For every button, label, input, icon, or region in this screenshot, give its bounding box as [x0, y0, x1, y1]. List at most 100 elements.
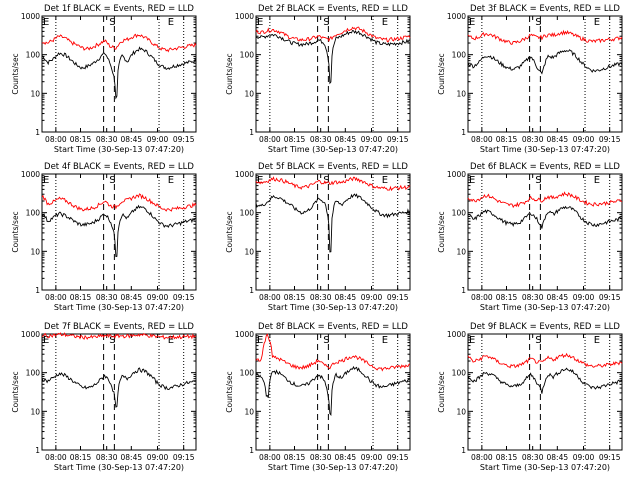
x-tick-label: 08:00 [259, 453, 281, 462]
event-marker-label: E [594, 335, 600, 346]
x-tick-label: 08:15 [70, 293, 92, 302]
x-tick-label: 08:45 [335, 135, 357, 144]
x-axis-label: Start Time (30-Sep-13 07:47:20) [480, 303, 610, 312]
y-tick-label: 1 [35, 446, 40, 455]
lld-series-line [467, 29, 623, 45]
x-tick-label: 09:00 [147, 293, 169, 302]
x-tick-label: 09:00 [573, 293, 595, 302]
y-tick-label: 1000 [447, 170, 466, 179]
y-tick-label: 1 [461, 286, 466, 295]
plot-title: Det 7f BLACK = Events, RED = LLD [44, 322, 194, 332]
x-axis-label: Start Time (30-Sep-13 07:47:20) [268, 463, 398, 472]
plot-frame [467, 173, 623, 291]
events-series-line [467, 49, 623, 75]
plot-panel-1: Det 1f BLACK = Events, RED = LLD 1 10 100 10… [11, 4, 197, 154]
x-tick-label: 09:15 [599, 453, 621, 462]
x-axis-label: Start Time (30-Sep-13 07:47:20) [54, 463, 184, 472]
plot-title: Det 5f BLACK = Events, RED = LLD [258, 162, 408, 172]
y-tick-label: 1 [249, 128, 254, 137]
y-tick-label: 10 [30, 247, 40, 256]
x-tick-label: 08:45 [121, 293, 143, 302]
y-tick-label: 1 [35, 128, 40, 137]
event-marker-label: E [257, 175, 263, 186]
x-axis-label: Start Time (30-Sep-13 07:47:20) [480, 145, 610, 154]
x-tick-label: 09:15 [599, 135, 621, 144]
events-series-line [255, 365, 411, 416]
x-axis-label: Start Time (30-Sep-13 07:47:20) [54, 303, 184, 312]
events-series-line [255, 193, 411, 253]
x-tick-label: 08:00 [471, 135, 493, 144]
event-marker-label: E [43, 17, 49, 28]
plot-panel-6: Det 6f BLACK = Events, RED = LLD 1 10 100 10… [437, 162, 623, 312]
x-tick-label: 08:45 [547, 453, 569, 462]
event-marker-label: E [168, 175, 174, 186]
y-tick-label: 10 [30, 89, 40, 98]
events-series-line [41, 204, 197, 258]
plot-panel-2: Det 2f BLACK = Events, RED = LLD 1 10 100 10… [225, 4, 411, 154]
event-marker-label: E [469, 175, 475, 186]
y-tick-label: 1000 [21, 170, 40, 179]
x-tick-label: 08:30 [96, 453, 118, 462]
x-tick-label: 08:15 [284, 453, 306, 462]
y-axis-label: Counts/sec [11, 211, 20, 252]
y-tick-label: 100 [26, 209, 41, 218]
x-tick-label: 08:30 [310, 135, 332, 144]
y-tick-label: 10 [244, 247, 254, 256]
event-marker-label: E [168, 17, 174, 28]
event-marker-label: S [323, 335, 329, 346]
x-tick-label: 08:00 [45, 135, 67, 144]
y-tick-label: 1000 [235, 170, 254, 179]
y-tick-label: 1000 [447, 12, 466, 21]
x-tick-label: 09:00 [361, 293, 383, 302]
x-tick-label: 08:15 [496, 453, 518, 462]
y-tick-label: 100 [26, 369, 41, 378]
x-tick-label: 08:30 [310, 453, 332, 462]
event-marker-label: E [168, 335, 174, 346]
plot-title: Det 8f BLACK = Events, RED = LLD [258, 322, 408, 332]
x-tick-label: 08:45 [547, 293, 569, 302]
event-marker-label: S [109, 17, 115, 28]
y-axis-label: Counts/sec [225, 371, 234, 412]
y-tick-label: 100 [240, 51, 255, 60]
y-tick-label: 10 [244, 407, 254, 416]
y-axis-label: Counts/sec [11, 371, 20, 412]
y-tick-label: 10 [456, 89, 466, 98]
event-marker-label: E [594, 175, 600, 186]
plot-frame [255, 15, 411, 133]
lld-series-line [255, 333, 411, 372]
y-axis-label: Counts/sec [11, 53, 20, 94]
y-axis-label: Counts/sec [437, 211, 446, 252]
y-axis-label: Counts/sec [225, 211, 234, 252]
lld-series-line [41, 33, 197, 53]
lld-series-line [467, 191, 623, 209]
y-tick-label: 1000 [235, 12, 254, 21]
x-tick-label: 09:15 [599, 293, 621, 302]
x-tick-label: 08:00 [259, 135, 281, 144]
x-tick-label: 08:45 [335, 293, 357, 302]
x-axis-label: Start Time (30-Sep-13 07:47:20) [268, 303, 398, 312]
event-marker-label: S [323, 17, 329, 28]
y-tick-label: 100 [240, 369, 255, 378]
plot-frame [41, 333, 197, 451]
x-tick-label: 09:00 [573, 135, 595, 144]
x-tick-label: 08:30 [522, 453, 544, 462]
x-tick-label: 08:15 [70, 135, 92, 144]
event-marker-label: E [43, 335, 49, 346]
y-tick-label: 10 [456, 407, 466, 416]
y-axis-label: Counts/sec [437, 53, 446, 94]
plot-panel-8: Det 8f BLACK = Events, RED = LLD 1 10 100 10… [225, 322, 411, 472]
y-tick-label: 100 [452, 369, 467, 378]
events-series-line [255, 29, 411, 85]
x-tick-label: 09:00 [147, 453, 169, 462]
plot-frame [467, 15, 623, 133]
x-tick-label: 09:15 [387, 453, 409, 462]
plot-title: Det 3f BLACK = Events, RED = LLD [470, 4, 620, 14]
y-tick-label: 10 [456, 247, 466, 256]
x-tick-label: 09:00 [573, 453, 595, 462]
event-marker-label: E [594, 17, 600, 28]
y-tick-label: 10 [30, 407, 40, 416]
event-marker-label: E [469, 17, 475, 28]
plot-frame [255, 333, 411, 451]
x-tick-label: 08:30 [96, 135, 118, 144]
plot-title: Det 2f BLACK = Events, RED = LLD [258, 4, 408, 14]
